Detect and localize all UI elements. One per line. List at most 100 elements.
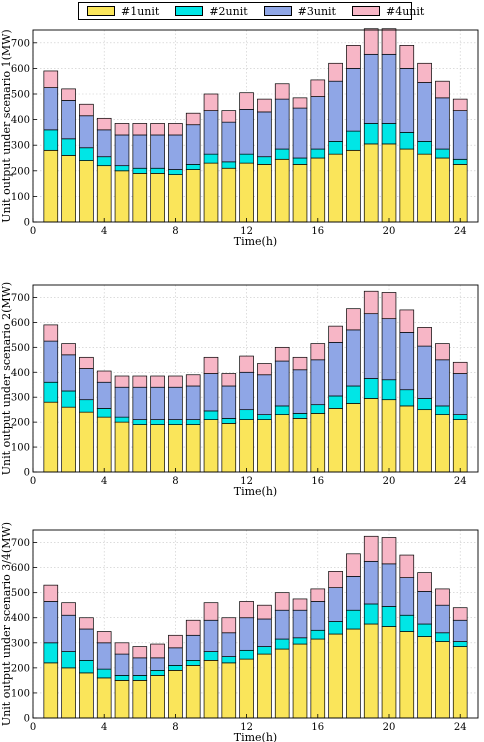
bar-segment-3unit-h15: [292, 369, 308, 414]
bar-segment-2unit-h9: [185, 419, 201, 425]
x-tick-label: 24: [454, 226, 467, 237]
bar-segment-1unit-h23: [435, 157, 450, 223]
bar-segment-2unit-h24: [452, 414, 468, 420]
bar-segment-2unit-h19: [363, 123, 379, 145]
y-axis-label: Unit output under scenario 3/4(MW): [0, 522, 13, 726]
x-tick-label: 12: [240, 722, 253, 733]
bar-segment-2unit-h12: [239, 409, 254, 420]
bar-segment-3unit-h8: [168, 134, 183, 170]
bar-segment-3unit-h9: [185, 634, 201, 661]
bar-segment-4unit-h6: [132, 375, 148, 388]
bar-segment-4unit-h7: [150, 123, 165, 136]
chart-scenario-2: 0 100 200 300 400 500 600 700 0 4 8 12 16 20 24 Time(h)…: [0, 282, 479, 498]
bar-segment-4unit-h10: [203, 356, 219, 374]
bar-segment-1unit-h15: [292, 164, 308, 223]
bar-segment-3unit-h2: [61, 100, 76, 140]
bar-segment-2unit-h21: [399, 614, 415, 632]
bar-segment-2unit-h1: [43, 129, 59, 151]
bar-segment-3unit-h13: [257, 618, 272, 647]
bar-segment-1unit-h19: [363, 143, 379, 223]
bar-segment-4unit-h7: [150, 643, 165, 659]
bar-segment-4unit-h3: [79, 617, 94, 630]
bar-segment-3unit-h15: [292, 107, 308, 159]
bar-segment-2unit-h14: [274, 148, 290, 160]
bar-segment-2unit-h12: [239, 153, 254, 164]
bar-segment-1unit-h4: [96, 677, 112, 719]
bar-segment-2unit-h8: [168, 169, 183, 175]
bar-segment-4unit-h3: [79, 103, 94, 117]
bar-segment-1unit-h12: [239, 419, 254, 473]
bar-segment-2unit-h3: [79, 659, 94, 674]
y-tick-label: 100: [11, 192, 30, 203]
bar-segment-1unit-h5: [114, 421, 130, 473]
bar-segment-3unit-h16: [310, 96, 326, 150]
bar-segment-2unit-h11: [221, 418, 237, 424]
bar-segment-3unit-h12: [239, 371, 254, 411]
x-tick-label: 0: [30, 722, 36, 733]
x-tick-label: 8: [172, 476, 178, 487]
bar-segment-2unit-h19: [363, 603, 379, 625]
bar-segment-1unit-h23: [435, 414, 450, 473]
bar-segment-3unit-h9: [185, 385, 201, 420]
bar-segment-2unit-h6: [132, 167, 148, 174]
legend-label: #3unit: [297, 4, 336, 18]
bar-segment-3unit-h4: [96, 642, 112, 670]
bar-segment-2unit-h9: [185, 164, 201, 170]
bar-segment-3unit-h11: [221, 385, 237, 419]
bar-segment-2unit-h12: [239, 649, 254, 660]
bar-segment-4unit-h4: [96, 370, 112, 383]
x-tick-label: 16: [311, 722, 324, 733]
bar-segment-3unit-h19: [363, 560, 379, 605]
bar-segment-2unit-h18: [346, 130, 361, 151]
y-tick-label: 0: [24, 468, 30, 479]
chart-scenario-3-4: 0 100 200 300 400 500 600 700 0 4 8 12 16 20 24 Time(h)…: [0, 522, 479, 742]
bar-segment-4unit-h8: [168, 634, 183, 649]
bar-segment-4unit-h15: [292, 97, 308, 109]
bar-segment-2unit-h5: [114, 165, 130, 172]
bar-segment-1unit-h22: [417, 153, 432, 223]
bar-segment-4unit-h2: [61, 343, 76, 356]
bar-segment-1unit-h3: [79, 160, 94, 223]
bar-segment-4unit-h9: [185, 374, 201, 387]
bar-segment-3unit-h20: [381, 318, 397, 381]
bar-segment-4unit-h13: [257, 604, 272, 620]
bar-segment-1unit-h13: [257, 164, 272, 223]
bar-segment-2unit-h22: [417, 398, 432, 411]
bar-segment-2unit-h23: [435, 632, 450, 642]
bar-segment-4unit-h24: [452, 98, 468, 111]
chart-scenario-1: 0 100 200 300 400 500 600 700 0 4 8 12 16 20 24 Time(h)…: [0, 28, 479, 248]
bar-segment-2unit-h24: [452, 158, 468, 165]
bar-segment-4unit-h9: [185, 112, 201, 126]
x-tick-label: 0: [30, 226, 36, 237]
bar-segment-3unit-h6: [132, 134, 148, 169]
x-tick-label: 4: [101, 226, 107, 237]
legend-swatch: [263, 6, 292, 16]
bar-segment-4unit-h14: [274, 346, 290, 362]
bar-segment-1unit-h14: [274, 414, 290, 473]
bar-segment-4unit-h5: [114, 123, 130, 136]
bar-segment-2unit-h18: [346, 609, 361, 630]
bar-segment-3unit-h16: [310, 601, 326, 631]
bar-segment-3unit-h18: [346, 329, 361, 387]
bar-segment-3unit-h12: [239, 109, 254, 155]
bar-segment-3unit-h7: [150, 657, 165, 671]
bar-segment-1unit-h18: [346, 628, 361, 719]
bar-segment-1unit-h12: [239, 162, 254, 223]
bar-segment-2unit-h6: [132, 419, 148, 425]
bar-segment-1unit-h19: [363, 623, 379, 719]
x-tick-label: 4: [101, 476, 107, 487]
bar-segment-1unit-h12: [239, 658, 254, 719]
bar-segment-4unit-h6: [132, 646, 148, 659]
bar-segment-4unit-h8: [168, 123, 183, 136]
bar-segment-3unit-h21: [399, 577, 415, 616]
legend-label: #2unit: [209, 4, 248, 18]
bar-segment-1unit-h6: [132, 173, 148, 223]
bar-segment-4unit-h15: [292, 598, 308, 611]
bar-segment-4unit-h12: [239, 601, 254, 619]
legend-label: #4unit: [385, 4, 425, 18]
bar-segment-1unit-h20: [381, 143, 397, 223]
y-tick-label: 500: [11, 90, 30, 101]
bar-segment-2unit-h8: [168, 665, 183, 671]
bar-segment-2unit-h8: [168, 419, 183, 425]
bar-segment-1unit-h21: [399, 148, 415, 223]
